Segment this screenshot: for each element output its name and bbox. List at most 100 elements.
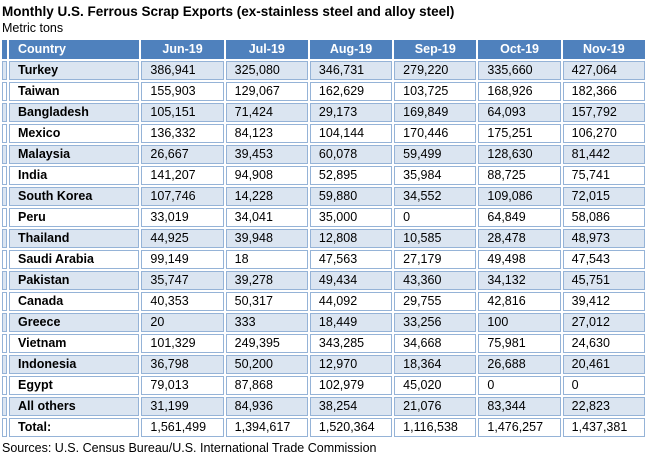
row-strip-cell (2, 208, 8, 227)
value-cell: 1,476,257 (478, 418, 561, 437)
value-cell: 12,808 (309, 229, 393, 248)
table-row: Vietnam 101,329 249,395 343,285 34,668 75,981… (2, 334, 645, 353)
table-row: All others 31,199 84,936 38,254 21,076 83,344… (2, 397, 645, 416)
row-strip-cell (2, 397, 8, 416)
value-cell: 104,144 (309, 124, 393, 143)
header-strip-cell (2, 40, 8, 59)
value-cell: 43,360 (394, 271, 477, 290)
value-cell: 34,668 (394, 334, 477, 353)
value-cell: 325,080 (225, 61, 308, 80)
value-cell: 1,520,364 (309, 418, 393, 437)
column-header: Nov-19 (562, 40, 645, 59)
value-cell: 39,948 (225, 229, 308, 248)
value-cell: 128,630 (478, 145, 561, 164)
value-cell: 45,020 (394, 376, 477, 395)
column-header: Sep-19 (394, 40, 477, 59)
country-cell: Indonesia (9, 355, 140, 374)
value-cell: 39,453 (225, 145, 308, 164)
value-cell: 31,199 (141, 397, 224, 416)
value-cell: 101,329 (141, 334, 224, 353)
value-cell: 50,200 (225, 355, 308, 374)
value-cell: 36,798 (141, 355, 224, 374)
value-cell: 129,067 (225, 82, 308, 101)
row-strip-cell (2, 103, 8, 122)
table-row: Peru 33,019 34,041 35,000 0 64,849 58,086 (2, 208, 645, 227)
row-strip-cell (2, 250, 8, 269)
units-label: Metric tons (2, 21, 64, 35)
value-cell: 71,424 (225, 103, 308, 122)
table-row: Thailand 44,925 39,948 12,808 10,585 28,478 48… (2, 229, 645, 248)
value-cell: 79,013 (141, 376, 224, 395)
value-cell: 14,228 (225, 187, 308, 206)
value-cell: 45,751 (562, 271, 645, 290)
value-cell: 333 (225, 313, 308, 332)
value-cell: 169,849 (394, 103, 477, 122)
table-row: Turkey 386,941 325,080 346,731 279,220 335,66… (2, 61, 645, 80)
country-cell: Thailand (9, 229, 140, 248)
value-cell: 29,755 (394, 292, 477, 311)
value-cell: 343,285 (309, 334, 393, 353)
value-cell: 34,132 (478, 271, 561, 290)
country-cell: Greece (9, 313, 140, 332)
value-cell: 1,116,538 (394, 418, 477, 437)
value-cell: 47,563 (309, 250, 393, 269)
value-cell: 59,499 (394, 145, 477, 164)
value-cell: 35,747 (141, 271, 224, 290)
country-cell: South Korea (9, 187, 140, 206)
value-cell: 49,434 (309, 271, 393, 290)
table-row: Greece 20 333 18,449 33,256 100 27,012 (2, 313, 645, 332)
value-cell: 28,478 (478, 229, 561, 248)
value-cell: 47,543 (562, 250, 645, 269)
country-cell: Egypt (9, 376, 140, 395)
row-strip-cell (2, 229, 8, 248)
value-cell: 40,353 (141, 292, 224, 311)
value-cell: 0 (562, 376, 645, 395)
value-cell: 170,446 (394, 124, 477, 143)
country-cell: All others (9, 397, 140, 416)
value-cell: 141,207 (141, 166, 224, 185)
exports-table: Country Jun-19 Jul-19 Aug-19 Sep-19 Oct-19 Nov… (0, 38, 647, 439)
country-cell: Bangladesh (9, 103, 140, 122)
value-cell: 182,366 (562, 82, 645, 101)
row-strip-cell (2, 355, 8, 374)
table-row: Total: 1,561,499 1,394,617 1,520,364 1,116,5… (2, 418, 645, 437)
value-cell: 75,981 (478, 334, 561, 353)
country-cell: Malaysia (9, 145, 140, 164)
table-row: India 141,207 94,908 52,895 35,984 88,725 75,7… (2, 166, 645, 185)
value-cell: 87,868 (225, 376, 308, 395)
value-cell: 18,449 (309, 313, 393, 332)
value-cell: 346,731 (309, 61, 393, 80)
value-cell: 155,903 (141, 82, 224, 101)
column-header: Country (9, 40, 140, 59)
value-cell: 102,979 (309, 376, 393, 395)
row-strip-cell (2, 271, 8, 290)
table-row: Canada 40,353 50,317 44,092 29,755 42,816 39,4… (2, 292, 645, 311)
value-cell: 27,179 (394, 250, 477, 269)
value-cell: 34,041 (225, 208, 308, 227)
value-cell: 1,561,499 (141, 418, 224, 437)
value-cell: 59,880 (309, 187, 393, 206)
value-cell: 10,585 (394, 229, 477, 248)
value-cell: 94,908 (225, 166, 308, 185)
value-cell: 107,746 (141, 187, 224, 206)
row-strip-cell (2, 166, 8, 185)
value-cell: 50,317 (225, 292, 308, 311)
table-row: Bangladesh 105,151 71,424 29,173 169,849 64,0… (2, 103, 645, 122)
row-strip-cell (2, 145, 8, 164)
value-cell: 83,344 (478, 397, 561, 416)
value-cell: 34,552 (394, 187, 477, 206)
value-cell: 136,332 (141, 124, 224, 143)
row-strip-cell (2, 292, 8, 311)
value-cell: 42,816 (478, 292, 561, 311)
table-row: Malaysia 26,667 39,453 60,078 59,499 128,630 8… (2, 145, 645, 164)
value-cell: 39,278 (225, 271, 308, 290)
value-cell: 109,086 (478, 187, 561, 206)
value-cell: 35,984 (394, 166, 477, 185)
row-strip-cell (2, 376, 8, 395)
value-cell: 21,076 (394, 397, 477, 416)
country-cell: Total: (9, 418, 140, 437)
value-cell: 12,970 (309, 355, 393, 374)
value-cell: 22,823 (562, 397, 645, 416)
value-cell: 35,000 (309, 208, 393, 227)
source-note: Sources: U.S. Census Bureau/U.S. Interna… (2, 441, 377, 455)
